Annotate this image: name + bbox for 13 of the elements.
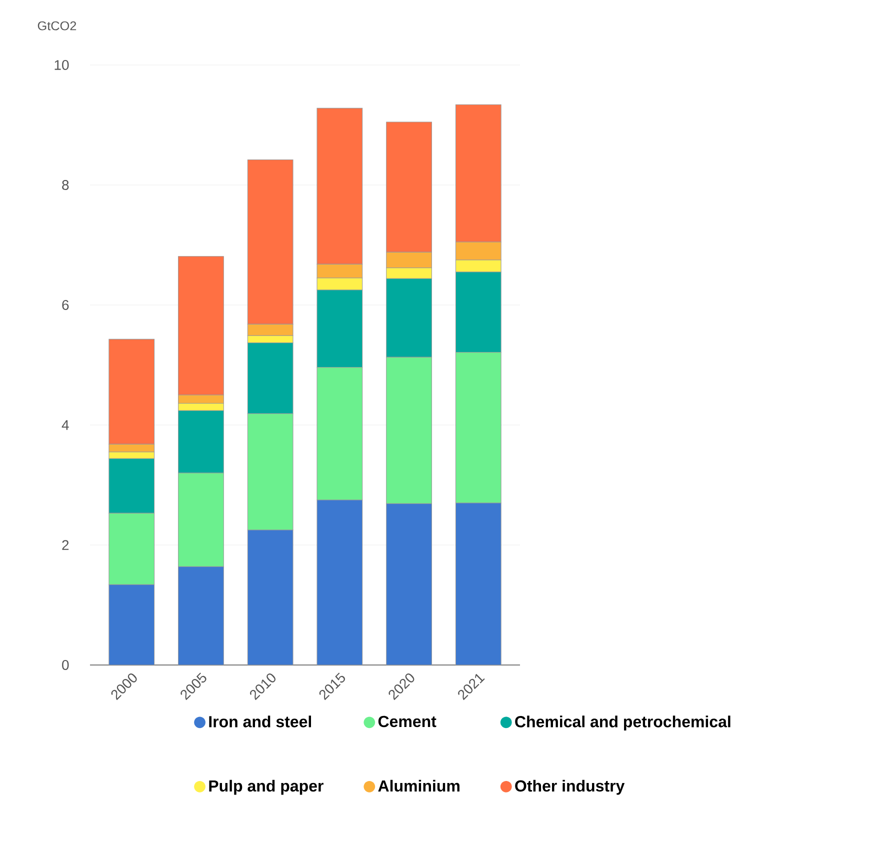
legend-label: Cement bbox=[378, 716, 436, 728]
y-tick-label: 6 bbox=[62, 300, 69, 310]
y-tick-label: 4 bbox=[62, 420, 69, 430]
legend-label: Pulp and paper bbox=[209, 780, 324, 795]
y-tick-label: 0 bbox=[62, 660, 69, 670]
legend-label: Iron and steel bbox=[209, 716, 312, 728]
legend-label: Chemical and petrochemical bbox=[515, 716, 730, 731]
y-tick-label: 10 bbox=[54, 60, 69, 70]
legend-label: Other industry bbox=[515, 780, 625, 795]
y-axis-title: GtCO2 bbox=[38, 21, 76, 30]
y-tick-label: 2 bbox=[62, 540, 69, 550]
legend-label: Aluminium bbox=[378, 780, 460, 792]
y-tick-label: 8 bbox=[62, 180, 69, 190]
